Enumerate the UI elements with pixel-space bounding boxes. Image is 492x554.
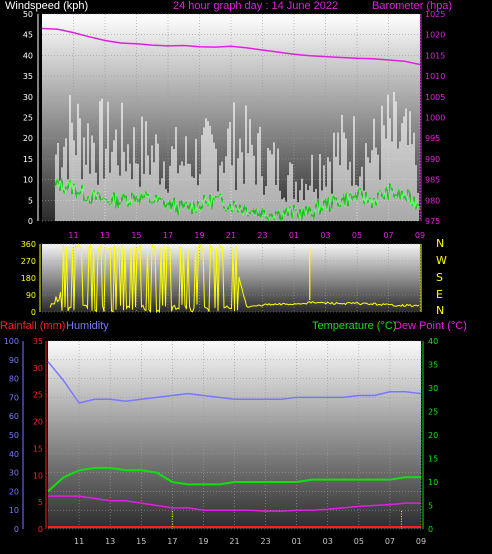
p3-x-tick: 05: [354, 537, 364, 546]
p1-x-tick: 01: [289, 231, 299, 240]
dir-label-s: S: [436, 271, 443, 284]
p3-x-tick: 21: [229, 537, 239, 546]
p1-y-right-tick: 1025: [425, 10, 445, 19]
p3-humidity-tick: 30: [9, 469, 19, 478]
p3-x-tick: 03: [323, 537, 333, 546]
p3-humidity-tick: 80: [9, 375, 19, 384]
wind-direction-series: [49, 243, 420, 314]
p3-x-tick: 17: [167, 537, 177, 546]
p1-y-left-tick: 5: [28, 196, 33, 205]
dir-label-n-bottom: N: [436, 304, 445, 317]
p3-rain-tick: 30: [33, 364, 43, 373]
p3-rain-tick: 0: [38, 525, 43, 534]
humidity-axis-title: Humidity: [66, 320, 109, 332]
temperature-axis-title: Temperature (°C): [312, 320, 397, 332]
p3-x-tick: 15: [136, 537, 146, 546]
chart-title: 24 hour graph day : 14 June 2022: [173, 0, 339, 12]
dewpoint-series: [48, 495, 421, 512]
dir-label-e: E: [436, 288, 443, 301]
p1-y-right-tick: 975: [425, 217, 440, 226]
p3-x-tick: 09: [416, 537, 426, 546]
barometer-axis-title: Barometer (hpa): [372, 0, 453, 12]
p3-rain-tick: 10: [33, 471, 43, 480]
p1-y-left-tick: 50: [23, 10, 33, 19]
p3-temp-tick: 5: [428, 502, 433, 511]
p2-y-tick: 180: [21, 274, 36, 283]
p3-rain-tick: 5: [38, 498, 43, 507]
p3-x-tick: 07: [385, 537, 395, 546]
p3-x-tick: 01: [292, 537, 302, 546]
p1-y-right-tick: 1005: [425, 93, 445, 102]
p1-x-tick: 07: [383, 231, 393, 240]
p3-humidity-tick: 20: [9, 487, 19, 496]
p3-humidity-tick: 60: [9, 412, 19, 421]
p1-y-right-tick: 1015: [425, 51, 445, 60]
p2-y-tick: 270: [21, 257, 36, 266]
p3-temp-tick: 35: [428, 361, 438, 370]
p3-humidity-tick: 90: [9, 356, 19, 365]
windspeed-axis-title: Windspeed (kph): [5, 0, 89, 12]
p3-x-tick: 19: [198, 537, 208, 546]
p1-x-tick: 17: [163, 231, 173, 240]
dir-label-w: W: [436, 254, 447, 267]
p1-y-left-tick: 40: [23, 51, 33, 60]
rainfall-axis-title: Rainfall (mm): [0, 320, 66, 332]
p3-x-tick: 23: [260, 537, 270, 546]
p1-x-tick: 19: [194, 231, 204, 240]
p1-x-tick: 13: [100, 231, 110, 240]
p1-y-left-tick: 30: [23, 93, 33, 102]
p1-y-left-tick: 10: [23, 176, 33, 185]
p3-humidity-tick: 10: [9, 506, 19, 515]
barometer-series: [41, 27, 421, 66]
p3-humidity-tick: 0: [14, 525, 19, 534]
p1-x-tick: 09: [415, 231, 425, 240]
p3-humidity-tick: 70: [9, 393, 19, 402]
p1-y-left-tick: 20: [23, 134, 33, 143]
p1-y-right-tick: 990: [425, 155, 440, 164]
humidity-series: [47, 361, 422, 404]
p1-x-tick: 03: [320, 231, 330, 240]
p3-humidity-tick: 50: [9, 431, 19, 440]
p3-humidity-tick: 40: [9, 450, 19, 459]
p3-temp-tick: 30: [428, 384, 438, 393]
p1-x-tick: 05: [352, 231, 362, 240]
p1-x-tick: 21: [226, 231, 236, 240]
p1-y-right-tick: 1020: [425, 31, 445, 40]
p1-x-tick: 15: [131, 231, 141, 240]
p3-temp-tick: 20: [428, 431, 438, 440]
p3-rain-tick: 35: [33, 337, 43, 346]
p2-y-tick: 90: [26, 291, 36, 300]
p1-y-left-tick: 0: [28, 217, 33, 226]
p1-x-tick: 11: [68, 231, 78, 240]
p3-temp-tick: 40: [428, 337, 438, 346]
p3-humidity-tick: 100: [4, 337, 19, 346]
p1-y-right-tick: 980: [425, 196, 440, 205]
p1-y-left-tick: 15: [23, 155, 33, 164]
p3-x-tick: 11: [74, 537, 84, 546]
p3-temp-tick: 25: [428, 408, 438, 417]
p1-y-right-tick: 1010: [425, 72, 445, 81]
p3-temp-tick: 15: [428, 455, 438, 464]
p1-y-right-tick: 985: [425, 176, 440, 185]
p2-y-tick: 0: [31, 308, 36, 317]
p3-x-tick: 13: [105, 537, 115, 546]
p1-y-left-tick: 25: [23, 114, 33, 123]
dir-label-n-top: N: [436, 237, 445, 250]
p1-y-left-tick: 35: [23, 72, 33, 81]
p3-temp-tick: 10: [428, 478, 438, 487]
p3-rain-tick: 25: [33, 391, 43, 400]
p3-temp-tick: 0: [428, 525, 433, 534]
p1-y-left-tick: 45: [23, 31, 33, 40]
temperature-series: [47, 466, 421, 493]
p1-y-right-tick: 1000: [425, 114, 445, 123]
p3-rain-tick: 15: [33, 444, 43, 453]
wind-speed-series: [53, 178, 421, 223]
p1-y-right-tick: 995: [425, 134, 440, 143]
p3-rain-tick: 20: [33, 418, 43, 427]
p2-y-tick: 360: [21, 240, 36, 249]
dewpoint-axis-title: Dew Point (°C): [394, 320, 467, 332]
p1-x-tick: 23: [257, 231, 267, 240]
